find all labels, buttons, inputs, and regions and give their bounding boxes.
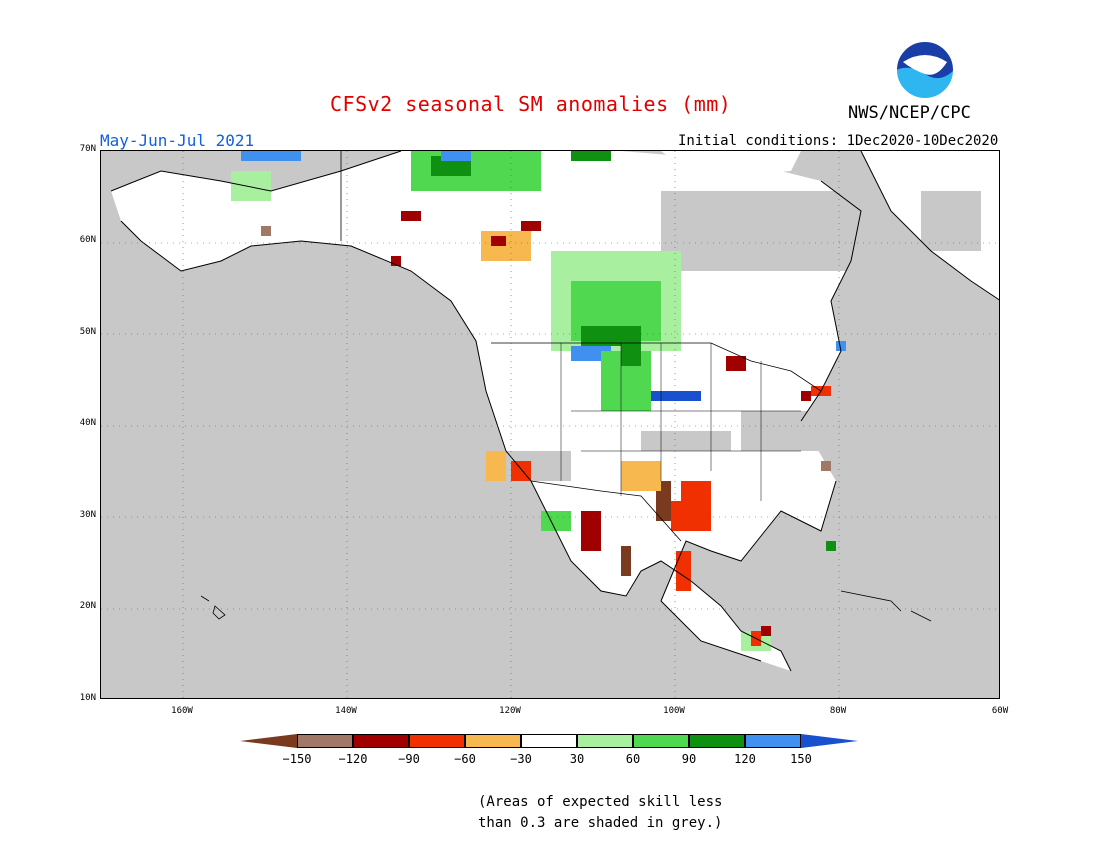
legend-swatch xyxy=(633,734,689,748)
legend-label: 120 xyxy=(734,752,756,766)
lon-label-60w: 60W xyxy=(991,706,1009,716)
graticule xyxy=(101,151,999,698)
forecast-period: May-Jun-Jul 2021 xyxy=(100,131,255,150)
legend-swatch xyxy=(409,734,465,748)
lat-label-60n: 60N xyxy=(79,235,96,245)
lat-label-10n: 10N xyxy=(79,693,96,703)
organization-label: NWS/NCEP/CPC xyxy=(848,103,971,123)
lon-label-120w: 120W xyxy=(499,706,521,716)
lat-label-40n: 40N xyxy=(79,418,96,428)
legend-label: 90 xyxy=(681,752,697,766)
legend-swatch xyxy=(577,734,633,748)
lat-label-70n: 70N xyxy=(79,144,96,154)
lon-label-100w: 100W xyxy=(663,706,685,716)
lat-label-30n: 30N xyxy=(79,510,96,520)
legend-label: −150 xyxy=(282,752,312,766)
anomaly-cells xyxy=(231,151,846,651)
lon-label-140w: 140W xyxy=(335,706,357,716)
land-areas xyxy=(111,151,999,671)
legend-label: −120 xyxy=(338,752,368,766)
footnote-line-1: (Areas of expected skill less xyxy=(478,794,723,810)
legend-label: 150 xyxy=(790,752,812,766)
anomaly-map xyxy=(100,150,1000,699)
legend-swatch xyxy=(745,734,801,748)
color-legend xyxy=(240,734,862,748)
noaa-logo: NOAA xyxy=(895,40,955,100)
legend-label: −30 xyxy=(510,752,532,766)
lat-label-50n: 50N xyxy=(79,327,96,337)
skill-footnote: (Areas of expected skill less than 0.3 a… xyxy=(478,792,722,834)
coastlines xyxy=(110,151,999,672)
initial-conditions: Initial conditions: 1Dec2020-10Dec2020 xyxy=(678,133,999,149)
legend-arrow-left xyxy=(240,734,297,748)
legend-swatch xyxy=(521,734,577,748)
chart-title: CFSv2 seasonal SM anomalies (mm) xyxy=(330,92,732,116)
legend-label: −90 xyxy=(398,752,420,766)
legend-label: −60 xyxy=(454,752,476,766)
legend-swatch xyxy=(297,734,353,748)
legend-swatch xyxy=(353,734,409,748)
lat-label-20n: 20N xyxy=(79,601,96,611)
lon-label-160w: 160W xyxy=(171,706,193,716)
legend-swatch xyxy=(465,734,521,748)
map-canvas xyxy=(101,151,999,698)
lon-label-80w: 80W xyxy=(829,706,847,716)
footnote-line-2: than 0.3 are shaded in grey.) xyxy=(478,815,723,831)
legend-arrow-right xyxy=(801,734,858,748)
logo-text: NOAA xyxy=(912,57,939,67)
legend-label: 60 xyxy=(625,752,641,766)
legend-label: 30 xyxy=(569,752,585,766)
legend-swatch xyxy=(689,734,745,748)
